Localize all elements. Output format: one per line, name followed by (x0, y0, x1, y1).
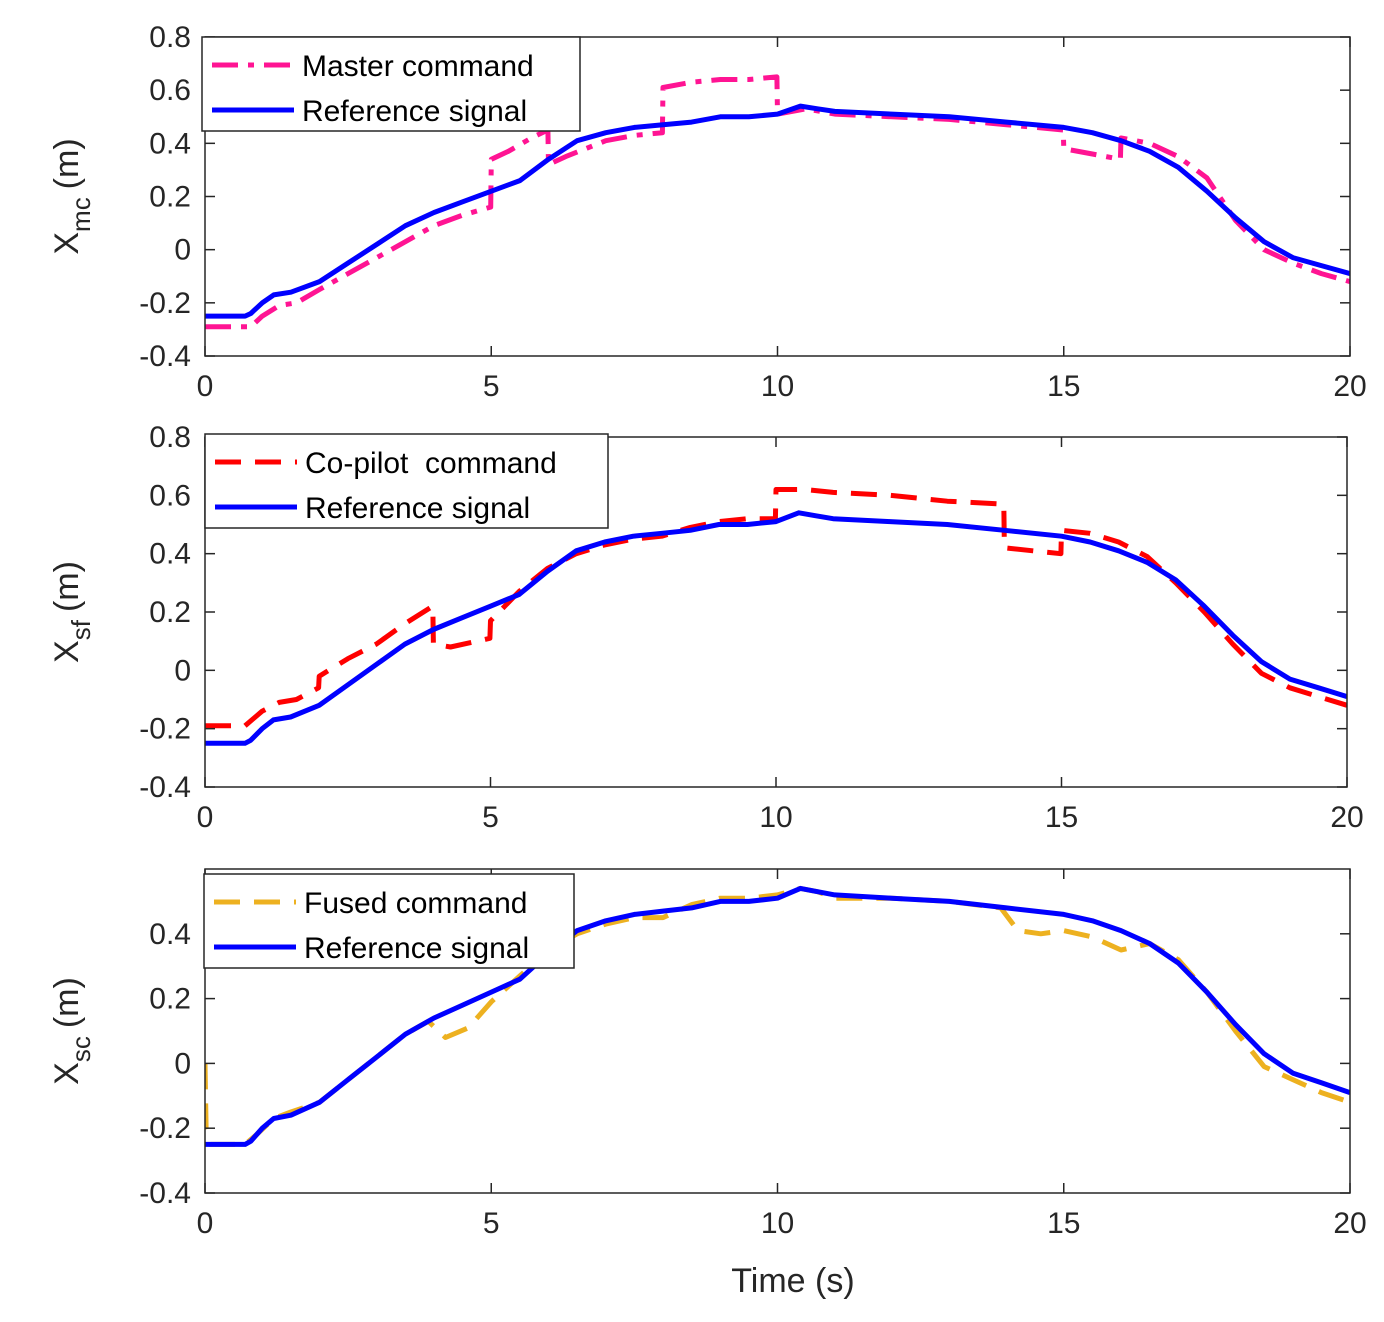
x-tick-label: 15 (1045, 801, 1078, 834)
x-tick-label: 5 (483, 1207, 500, 1240)
y-axis-label: Xsc (m) (48, 977, 96, 1085)
figure-x-axis-label: Time (s) (731, 1262, 854, 1300)
legend-box (201, 36, 581, 132)
y-axis-label-subscript: sf (66, 619, 96, 640)
y-tick-label: 0.2 (149, 181, 191, 214)
x-tick-label: 0 (197, 801, 214, 834)
x-tick-label: 0 (197, 1207, 214, 1240)
y-tick-label: -0.2 (139, 713, 191, 746)
legend: Fused command Reference signal (203, 873, 575, 969)
x-tick-label: 10 (761, 370, 794, 403)
y-axis-label-subscript: sc (66, 1036, 96, 1062)
y-axis-label-subscript: mc (66, 197, 96, 232)
y-tick-label: -0.4 (139, 340, 191, 373)
y-tick-label: 0.6 (149, 74, 191, 107)
series-group (205, 74, 1350, 330)
y-axis-label: Xsf (m) (48, 561, 96, 663)
y-tick-label: 0.6 (149, 479, 191, 512)
x-tick-label: 5 (482, 801, 499, 834)
y-tick-label: 0.4 (149, 918, 191, 951)
x-tick-label: 15 (1047, 1207, 1080, 1240)
legend-box (203, 873, 575, 969)
series-group (205, 885, 1350, 1147)
chart-panel-1: 0 5 10 15 20 -0.4 -0.2 0 0.2 0.4 0.6 0.8 Xmc (m) Maste… (48, 21, 1367, 403)
legend-label: Reference signal (305, 492, 530, 525)
y-tick-label: 0.8 (149, 21, 191, 54)
x-tick-label: 20 (1330, 801, 1363, 834)
x-tick-label: 20 (1333, 370, 1366, 403)
legend-label: Reference signal (302, 95, 527, 128)
y-axis-label-main: X (48, 1062, 86, 1085)
legend: Master command Reference signal (201, 36, 581, 132)
x-tick-label: 20 (1333, 1207, 1366, 1240)
x-tick-label: 10 (761, 1207, 794, 1240)
y-tick-label: -0.4 (139, 771, 191, 804)
y-axis-label-main: X (48, 232, 86, 255)
legend-label: Co-pilot command (305, 447, 557, 480)
series-line-reference-signal (205, 510, 1347, 746)
series-line-master-command (205, 74, 1350, 330)
y-axis-label-unit: (m) (48, 561, 86, 612)
y-tick-label: 0.4 (149, 127, 191, 160)
y-tick-label: 0 (174, 234, 191, 267)
series-group (205, 487, 1347, 746)
x-tick-label: 15 (1047, 370, 1080, 403)
legend-label: Master command (302, 50, 534, 83)
y-tick-label: -0.2 (139, 287, 191, 320)
y-axis-label: Xmc (m) (48, 138, 96, 254)
y-axis-label-unit: (m) (48, 138, 86, 189)
y-axis-label-unit: (m) (48, 977, 86, 1028)
y-tick-label: 0.2 (149, 596, 191, 629)
legend-box (204, 433, 609, 529)
y-tick-label: 0.8 (149, 421, 191, 454)
y-tick-label: 0 (174, 1047, 191, 1080)
legend-label: Fused command (304, 887, 527, 920)
x-tick-label: 0 (197, 370, 214, 403)
y-tick-label: 0 (174, 654, 191, 687)
chart-panel-2: 0 5 10 15 20 -0.4 -0.2 0 0.2 0.4 0.6 0.8 Xsf (m) Co-pi… (48, 421, 1364, 834)
chart-panel-3: 0 5 10 15 20 -0.4 -0.2 0 0.2 0.4 Xsc (m) Fused comma… (48, 868, 1367, 1240)
x-tick-label: 5 (483, 370, 500, 403)
charts-container: 0 5 10 15 20 -0.4 -0.2 0 0.2 0.4 0.6 0.8 Xmc (m) Maste… (48, 21, 1367, 1240)
y-tick-label: 0.2 (149, 983, 191, 1016)
x-tick-label: 10 (759, 801, 792, 834)
y-axis-label-main: X (48, 640, 86, 663)
legend-label: Reference signal (304, 932, 529, 965)
series-line-reference-signal (205, 885, 1350, 1147)
legend: Co-pilot command Reference signal (204, 433, 609, 529)
y-tick-label: -0.2 (139, 1112, 191, 1145)
series-line-co-pilot-command (205, 487, 1347, 729)
y-tick-label: -0.4 (139, 1177, 191, 1210)
y-tick-label: 0.4 (149, 538, 191, 571)
series-line-reference-signal (205, 103, 1350, 319)
